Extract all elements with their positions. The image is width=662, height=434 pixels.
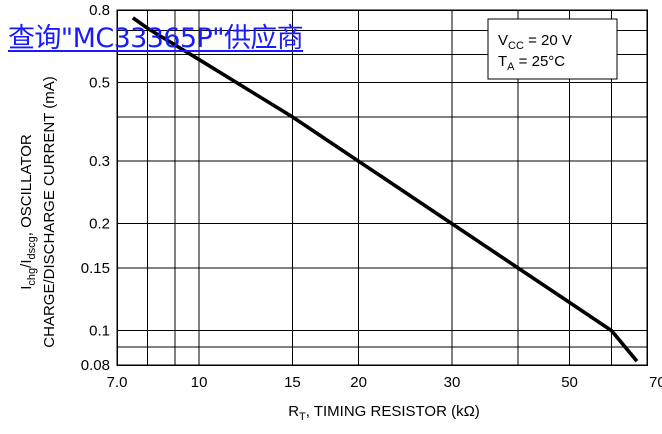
- annotation-box: [487, 18, 618, 80]
- x-tick-label: 7.0: [107, 374, 128, 391]
- y-tick-label: 0.8: [89, 2, 110, 19]
- x-tick-label: 30: [444, 374, 461, 391]
- x-tick-label: 50: [561, 374, 578, 391]
- y-axis-ticks: 0.08 0.1 0.15 0.2 0.3 0.5 0.8: [81, 2, 110, 374]
- x-axis-label: RT, TIMING RESISTOR (kΩ): [288, 403, 480, 423]
- y-tick-label: 0.08: [81, 357, 110, 374]
- y-tick-label: 0.3: [89, 153, 110, 170]
- y-tick-label: 0.15: [81, 260, 110, 277]
- y-tick-label: 0.2: [89, 216, 110, 233]
- x-tick-label: 70: [649, 374, 662, 391]
- y-axis-label-line1: Ichg/Idscg, OSCILLATOR: [18, 134, 38, 290]
- annotation-ta: TA = 25°C: [498, 53, 565, 73]
- grid: [117, 10, 647, 365]
- x-tick-label: 15: [284, 374, 301, 391]
- y-axis-label: Ichg/Idscg, OSCILLATOR CHARGE/DISCHARGE …: [18, 76, 58, 347]
- x-axis-ticks: 7.0 10 15 20 30 50 70: [107, 374, 662, 391]
- x-tick-label: 10: [191, 374, 208, 391]
- y-tick-label: 0.1: [89, 323, 110, 340]
- data-series: [131, 16, 639, 363]
- y-axis-label-line2: CHARGE/DISCHARGE CURRENT (mA): [41, 76, 58, 347]
- x-tick-label: 20: [350, 374, 367, 391]
- watermark-link[interactable]: 查询"MC33365P"供应商: [8, 23, 304, 54]
- series-line: [131, 16, 639, 363]
- y-tick-label: 0.5: [89, 74, 110, 91]
- plot-frame: [116, 9, 648, 366]
- annotation-vcc: VCC = 20 V: [498, 32, 572, 52]
